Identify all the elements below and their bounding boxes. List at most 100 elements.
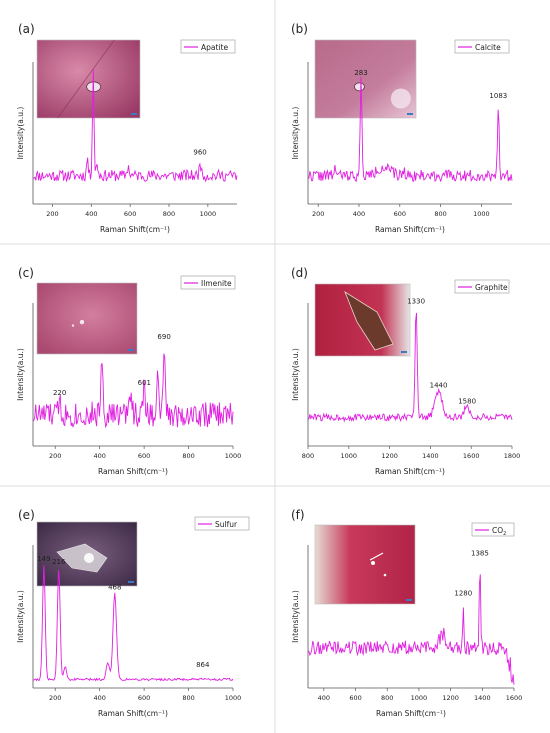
- spectrum-series-line: [307, 312, 513, 423]
- panel-label: (d): [291, 266, 308, 280]
- microscope-image: [36, 521, 138, 587]
- x-tick-label: 600: [349, 694, 361, 702]
- legend-box: [454, 279, 510, 294]
- panel-label: (b): [291, 22, 308, 36]
- legend-label: Graphite: [475, 283, 508, 292]
- x-tick-label: 1200: [442, 694, 459, 702]
- scale-bar: [406, 599, 412, 601]
- peak-annotation: 1330: [407, 297, 425, 305]
- spectrum-series-line: [307, 76, 513, 183]
- inclusion-streak: [369, 552, 384, 561]
- legend-label: Ilmenite: [201, 279, 232, 288]
- chart-panel-b: (b) 200 400 600 800 1000 Raman Shift(cm⁻¹) Inte…: [291, 22, 513, 234]
- y-axis-label: Intensity(a.u.): [16, 107, 25, 160]
- peak-annotation: 864: [196, 661, 210, 669]
- x-tick-label: 400: [93, 452, 105, 460]
- x-tick-label: 800: [434, 210, 446, 218]
- peak-annotation: 601: [138, 379, 151, 387]
- crystal-edge: [57, 39, 115, 119]
- inclusion-speck: [71, 324, 75, 327]
- chart-panel-d: (d) 800 1000 1200 1400 1600 1800 Raman Shift(cm…: [291, 266, 520, 476]
- x-tick-label: 1800: [504, 452, 521, 460]
- scale-bar: [401, 351, 407, 353]
- legend: Sulfur: [194, 516, 250, 531]
- microscope-image-background: [36, 282, 138, 355]
- chart-panel-e: (e) 200 400 600 800 1000 Raman Shift(cm⁻¹) Inte…: [16, 508, 250, 718]
- spectrum-series-line: [33, 565, 234, 682]
- graphite-grain-shape: [344, 291, 394, 351]
- x-tick-label: 1600: [463, 452, 480, 460]
- peak-annotation: 468: [108, 584, 121, 592]
- x-tick-label: 1000: [411, 694, 428, 702]
- scale-bar: [407, 113, 413, 115]
- scale-bar: [128, 349, 134, 351]
- legend-box: [180, 275, 236, 290]
- x-axis-label: Raman Shift(cm⁻¹): [100, 225, 170, 234]
- legend: Graphite: [454, 279, 510, 294]
- x-tick-label: 800: [381, 694, 393, 702]
- microscope-image: [314, 39, 417, 119]
- y-axis-label: Intensity(a.u.): [291, 107, 300, 160]
- spectrum-series-line: [307, 574, 515, 685]
- peak-annotation: 1280: [454, 589, 472, 597]
- legend: CO2: [471, 522, 515, 537]
- inclusion-bubble: [354, 82, 365, 92]
- y-axis-label: Intensity(a.u.): [291, 590, 300, 643]
- peak-annotation: 1083: [489, 92, 507, 100]
- x-tick-label: 1600: [506, 694, 523, 702]
- inclusion-speck: [79, 319, 85, 325]
- x-tick-label: 600: [138, 694, 150, 702]
- scale-bar: [128, 581, 134, 583]
- x-tick-label: 1000: [341, 452, 358, 460]
- x-tick-label: 400: [318, 694, 330, 702]
- legend-box: [471, 522, 515, 537]
- microscope-image: [36, 39, 141, 119]
- legend: Calcite: [454, 39, 510, 54]
- peak-annotation: 690: [157, 333, 170, 341]
- peak-annotation: 1440: [430, 382, 448, 390]
- x-tick-label: 600: [394, 210, 406, 218]
- microscope-image-background: [314, 524, 416, 605]
- x-tick-label: 400: [93, 694, 105, 702]
- chart-panel-f: (f) 400 600 800 1000 1200 1400 1600 Raman Shift(…: [291, 508, 522, 718]
- microscope-image: [314, 524, 416, 605]
- x-axis-label: Raman Shift(cm⁻¹): [375, 225, 445, 234]
- legend: Apatite: [180, 39, 236, 54]
- x-tick-label: 1000: [225, 452, 242, 460]
- x-tick-label: 600: [138, 452, 150, 460]
- x-tick-label: 800: [182, 694, 194, 702]
- inclusion-speck: [371, 561, 375, 565]
- legend-label: Apatite: [201, 43, 228, 52]
- x-tick-label: 1400: [422, 452, 439, 460]
- legend-box: [454, 39, 510, 54]
- x-tick-label: 1000: [200, 210, 217, 218]
- microscope-image: [314, 283, 411, 357]
- sulfur-crystal: [56, 543, 108, 573]
- x-tick-label: 800: [302, 452, 314, 460]
- legend: Ilmenite: [180, 275, 236, 290]
- peak-annotation: 283: [354, 69, 367, 77]
- x-tick-label: 400: [353, 210, 365, 218]
- x-axis-label: Raman Shift(cm⁻¹): [375, 467, 445, 476]
- peak-annotation: 216: [52, 558, 66, 566]
- x-tick-label: 400: [85, 210, 97, 218]
- panel-label: (a): [18, 22, 35, 36]
- microscope-image-background: [36, 39, 141, 119]
- peak-annotation: 1580: [458, 397, 476, 405]
- legend-label: CO2: [492, 526, 506, 537]
- x-axis-label: Raman Shift(cm⁻¹): [98, 709, 168, 718]
- legend-box: [180, 39, 236, 54]
- sulfur-highlight: [84, 553, 94, 563]
- x-tick-label: 1000: [225, 694, 242, 702]
- x-tick-label: 200: [49, 694, 61, 702]
- chart-panel-c: (c) 200 400 600 800 1000 Raman Shift(cm⁻¹) Inte…: [16, 266, 241, 476]
- microscope-image: [36, 282, 138, 355]
- light-reflection: [390, 88, 411, 109]
- panel-label: (e): [18, 508, 35, 522]
- x-tick-label: 200: [46, 210, 58, 218]
- x-tick-label: 1400: [474, 694, 491, 702]
- legend-label: Sulfur: [215, 520, 238, 529]
- peak-annotation: 149: [37, 555, 50, 563]
